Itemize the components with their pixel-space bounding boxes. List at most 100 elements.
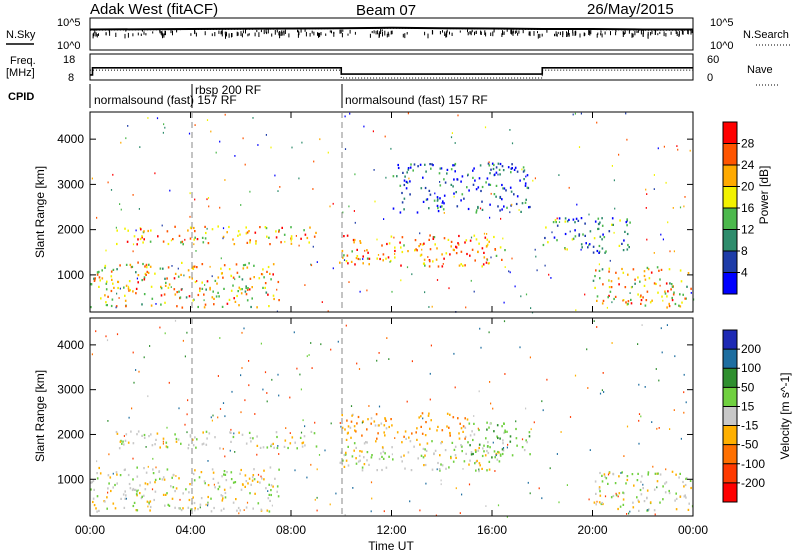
scatter-cell [501,165,504,168]
scatter-cell [188,295,191,298]
scatter-speck [343,259,346,261]
scatter-speck [478,390,480,393]
scatter-cell [597,217,600,220]
ytick-label: 2000 [57,427,84,441]
scatter-cell [123,506,126,509]
scatter-cell [574,229,576,232]
scatter-cell [407,167,410,170]
scatter-speck [194,509,196,512]
scatter-cell [112,486,114,489]
scatter-cell [607,482,609,485]
scatter-cell [373,420,376,423]
noise-spike [225,33,226,39]
noise-spike [329,30,331,33]
scatter-cell [683,495,686,498]
scatter-speck [189,215,191,218]
scatter-cell [520,210,522,213]
scatter-cell [367,418,369,421]
scatter-cell [388,455,390,458]
scatter-cell [110,275,113,278]
scatter-cell [601,480,604,483]
scatter-cell [513,168,516,171]
scatter-cell [343,254,345,257]
scatter-cell [148,263,150,266]
scatter-cell [405,180,408,183]
scatter-cell [424,448,426,451]
noise-spike [651,30,653,35]
noise-spike [384,30,386,36]
scatter-cell [217,276,220,279]
scatter-speck [419,509,421,512]
scatter-cell [598,486,601,489]
scatter-cell [594,220,597,223]
scatter-speck [654,513,656,516]
scatter-speck [642,483,644,486]
scatter-cell [174,490,176,493]
scatter-speck [257,144,259,146]
colorbar-tick-label: 15 [741,399,755,413]
scatter-cell [678,304,680,307]
scatter-cell [167,286,170,289]
scatter-cell [403,454,405,457]
scatter-cell [249,239,251,242]
scatter-cell [145,263,148,266]
scatter-cell [265,291,268,294]
scatter-cell [619,219,621,222]
scatter-cell [114,483,116,487]
scatter-cell [621,267,623,271]
scatter-cell [437,425,439,428]
scatter-cell [248,288,251,291]
scatter-speck [529,356,531,359]
colorbar-tick-label: 20 [741,180,755,194]
scatter-cell [524,201,527,204]
scatter-cell [245,285,247,288]
scatter-speck [212,414,214,417]
scatter-cell [132,290,134,293]
noise-spike [554,33,555,37]
scatter-cell [584,234,586,237]
scatter-cell [453,164,456,167]
scatter-cell [93,504,96,507]
scatter-speck [184,355,186,358]
scatter-cell [143,238,145,241]
scatter-speck [105,335,107,338]
scatter-speck [689,149,691,152]
scatter-cell [436,199,439,202]
scatter-cell [349,426,352,429]
scatter-cell [225,479,228,482]
scatter-speck [215,151,217,154]
scatter-cell [229,486,232,489]
noise-spike [375,30,377,35]
scatter-cell [612,472,614,475]
scatter-cell [503,205,505,208]
scatter-cell [268,483,270,486]
scatter-cell [486,238,489,241]
scatter-cell [117,280,119,283]
scatter-cell [423,258,426,261]
noise-spike [93,32,95,37]
scatter-cell [224,491,227,495]
scatter-cell [577,219,580,222]
scatter-cell [166,468,169,471]
scatter-cell [148,501,150,504]
scatter-cell [599,471,601,475]
noise-spike [579,33,581,38]
scatter-cell [425,170,427,173]
scatter-cell [626,475,629,478]
scatter-cell [110,289,113,293]
scatter-speck [366,289,368,292]
noise-spike [678,31,680,36]
scatter-cell [414,249,416,252]
scatter-cell [353,238,356,242]
scatter-speck [473,415,475,417]
scatter-cell [668,305,671,308]
scatter-cell [407,250,409,253]
scatter-cell [145,273,147,276]
scatter-cell [441,205,443,208]
scatter-cell [222,235,225,238]
scatter-cell [178,507,180,510]
scatter-speck [115,226,117,229]
scatter-cell [448,426,450,429]
scatter-cell [388,425,390,429]
